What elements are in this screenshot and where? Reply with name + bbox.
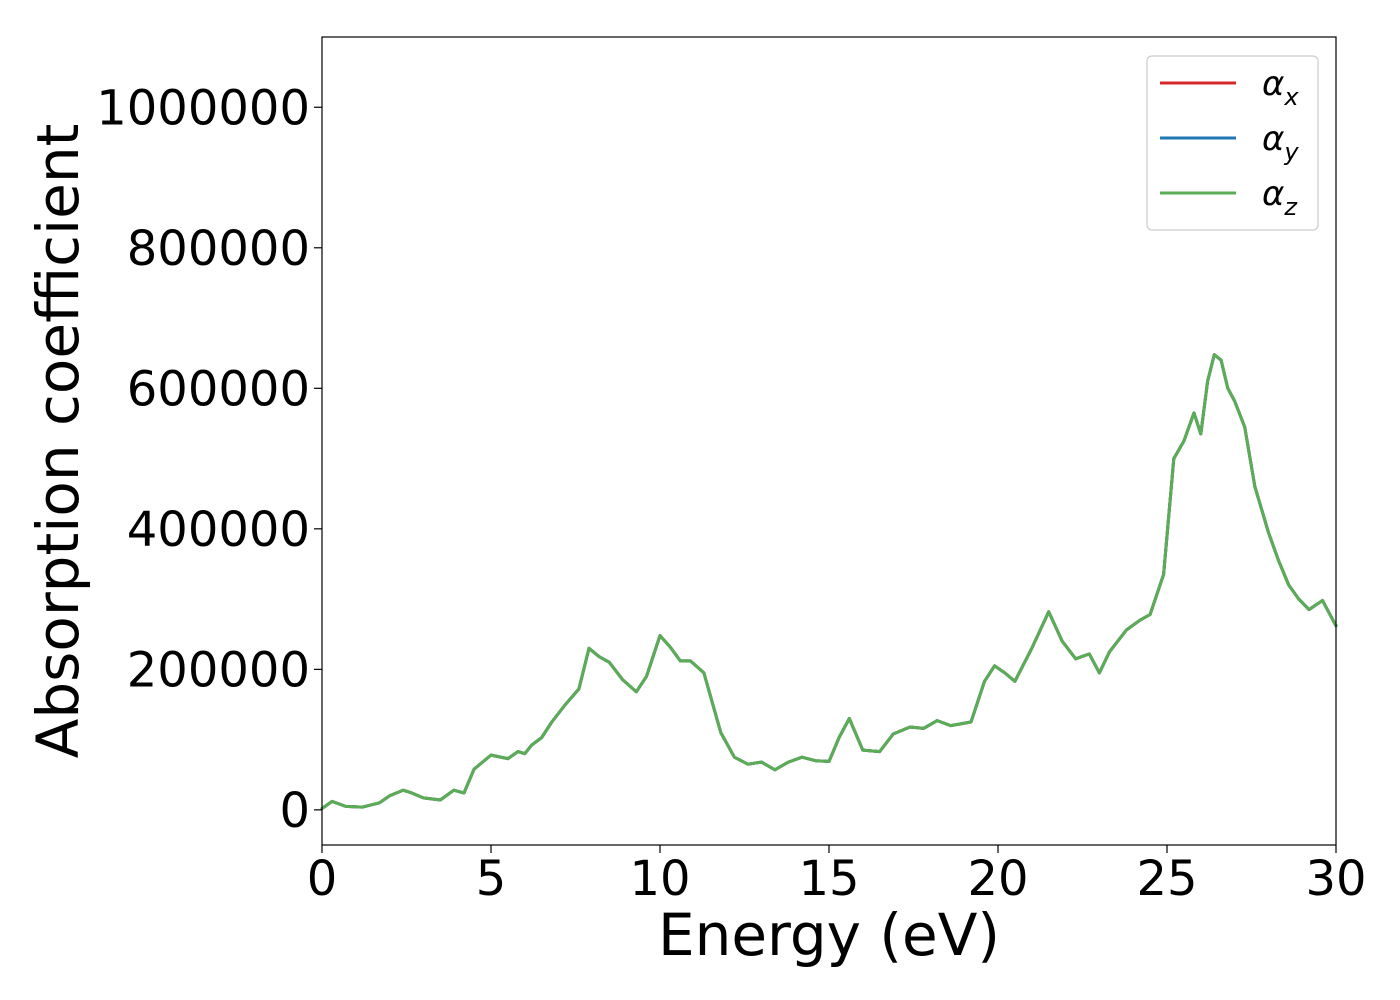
y-tick-label: 400000 xyxy=(127,502,310,558)
legend-label-alpha-z: αz xyxy=(1262,174,1298,221)
legend-box xyxy=(1146,55,1319,231)
legend-subscript: z xyxy=(1283,193,1298,221)
legend-label-alpha-x: αx xyxy=(1262,64,1299,111)
legend-symbol: α xyxy=(1262,64,1284,104)
x-tick-label: 20 xyxy=(967,851,1028,907)
y-tick-label: 800000 xyxy=(127,221,310,277)
x-tick-label: 15 xyxy=(798,851,859,907)
y-tick-label: 0 xyxy=(279,783,310,839)
legend-label-alpha-y: αy xyxy=(1262,119,1299,166)
x-tick-label: 25 xyxy=(1136,851,1197,907)
y-axis: 0 200000 400000 600000 800000 1000000 xyxy=(96,80,322,839)
y-tick-label: 600000 xyxy=(127,361,310,417)
series-line-alpha-z xyxy=(320,353,1338,810)
y-axis-label: Absorption coefficient xyxy=(24,124,92,759)
x-tick-label: 30 xyxy=(1305,851,1366,907)
legend-symbol: α xyxy=(1262,174,1284,214)
series-layer xyxy=(320,353,1338,810)
legend-subscript: y xyxy=(1283,138,1299,166)
x-axis-label: Energy (eV) xyxy=(658,901,1000,969)
legend-subscript: x xyxy=(1283,83,1299,111)
x-tick-label: 10 xyxy=(629,851,690,907)
x-axis: 0 5 10 15 20 25 30 xyxy=(307,845,1367,907)
legend-symbol: α xyxy=(1262,119,1284,159)
x-tick-label: 5 xyxy=(476,851,507,907)
x-tick-label: 0 xyxy=(307,851,338,907)
y-tick-label: 1000000 xyxy=(96,80,310,136)
y-tick-label: 200000 xyxy=(127,642,310,698)
